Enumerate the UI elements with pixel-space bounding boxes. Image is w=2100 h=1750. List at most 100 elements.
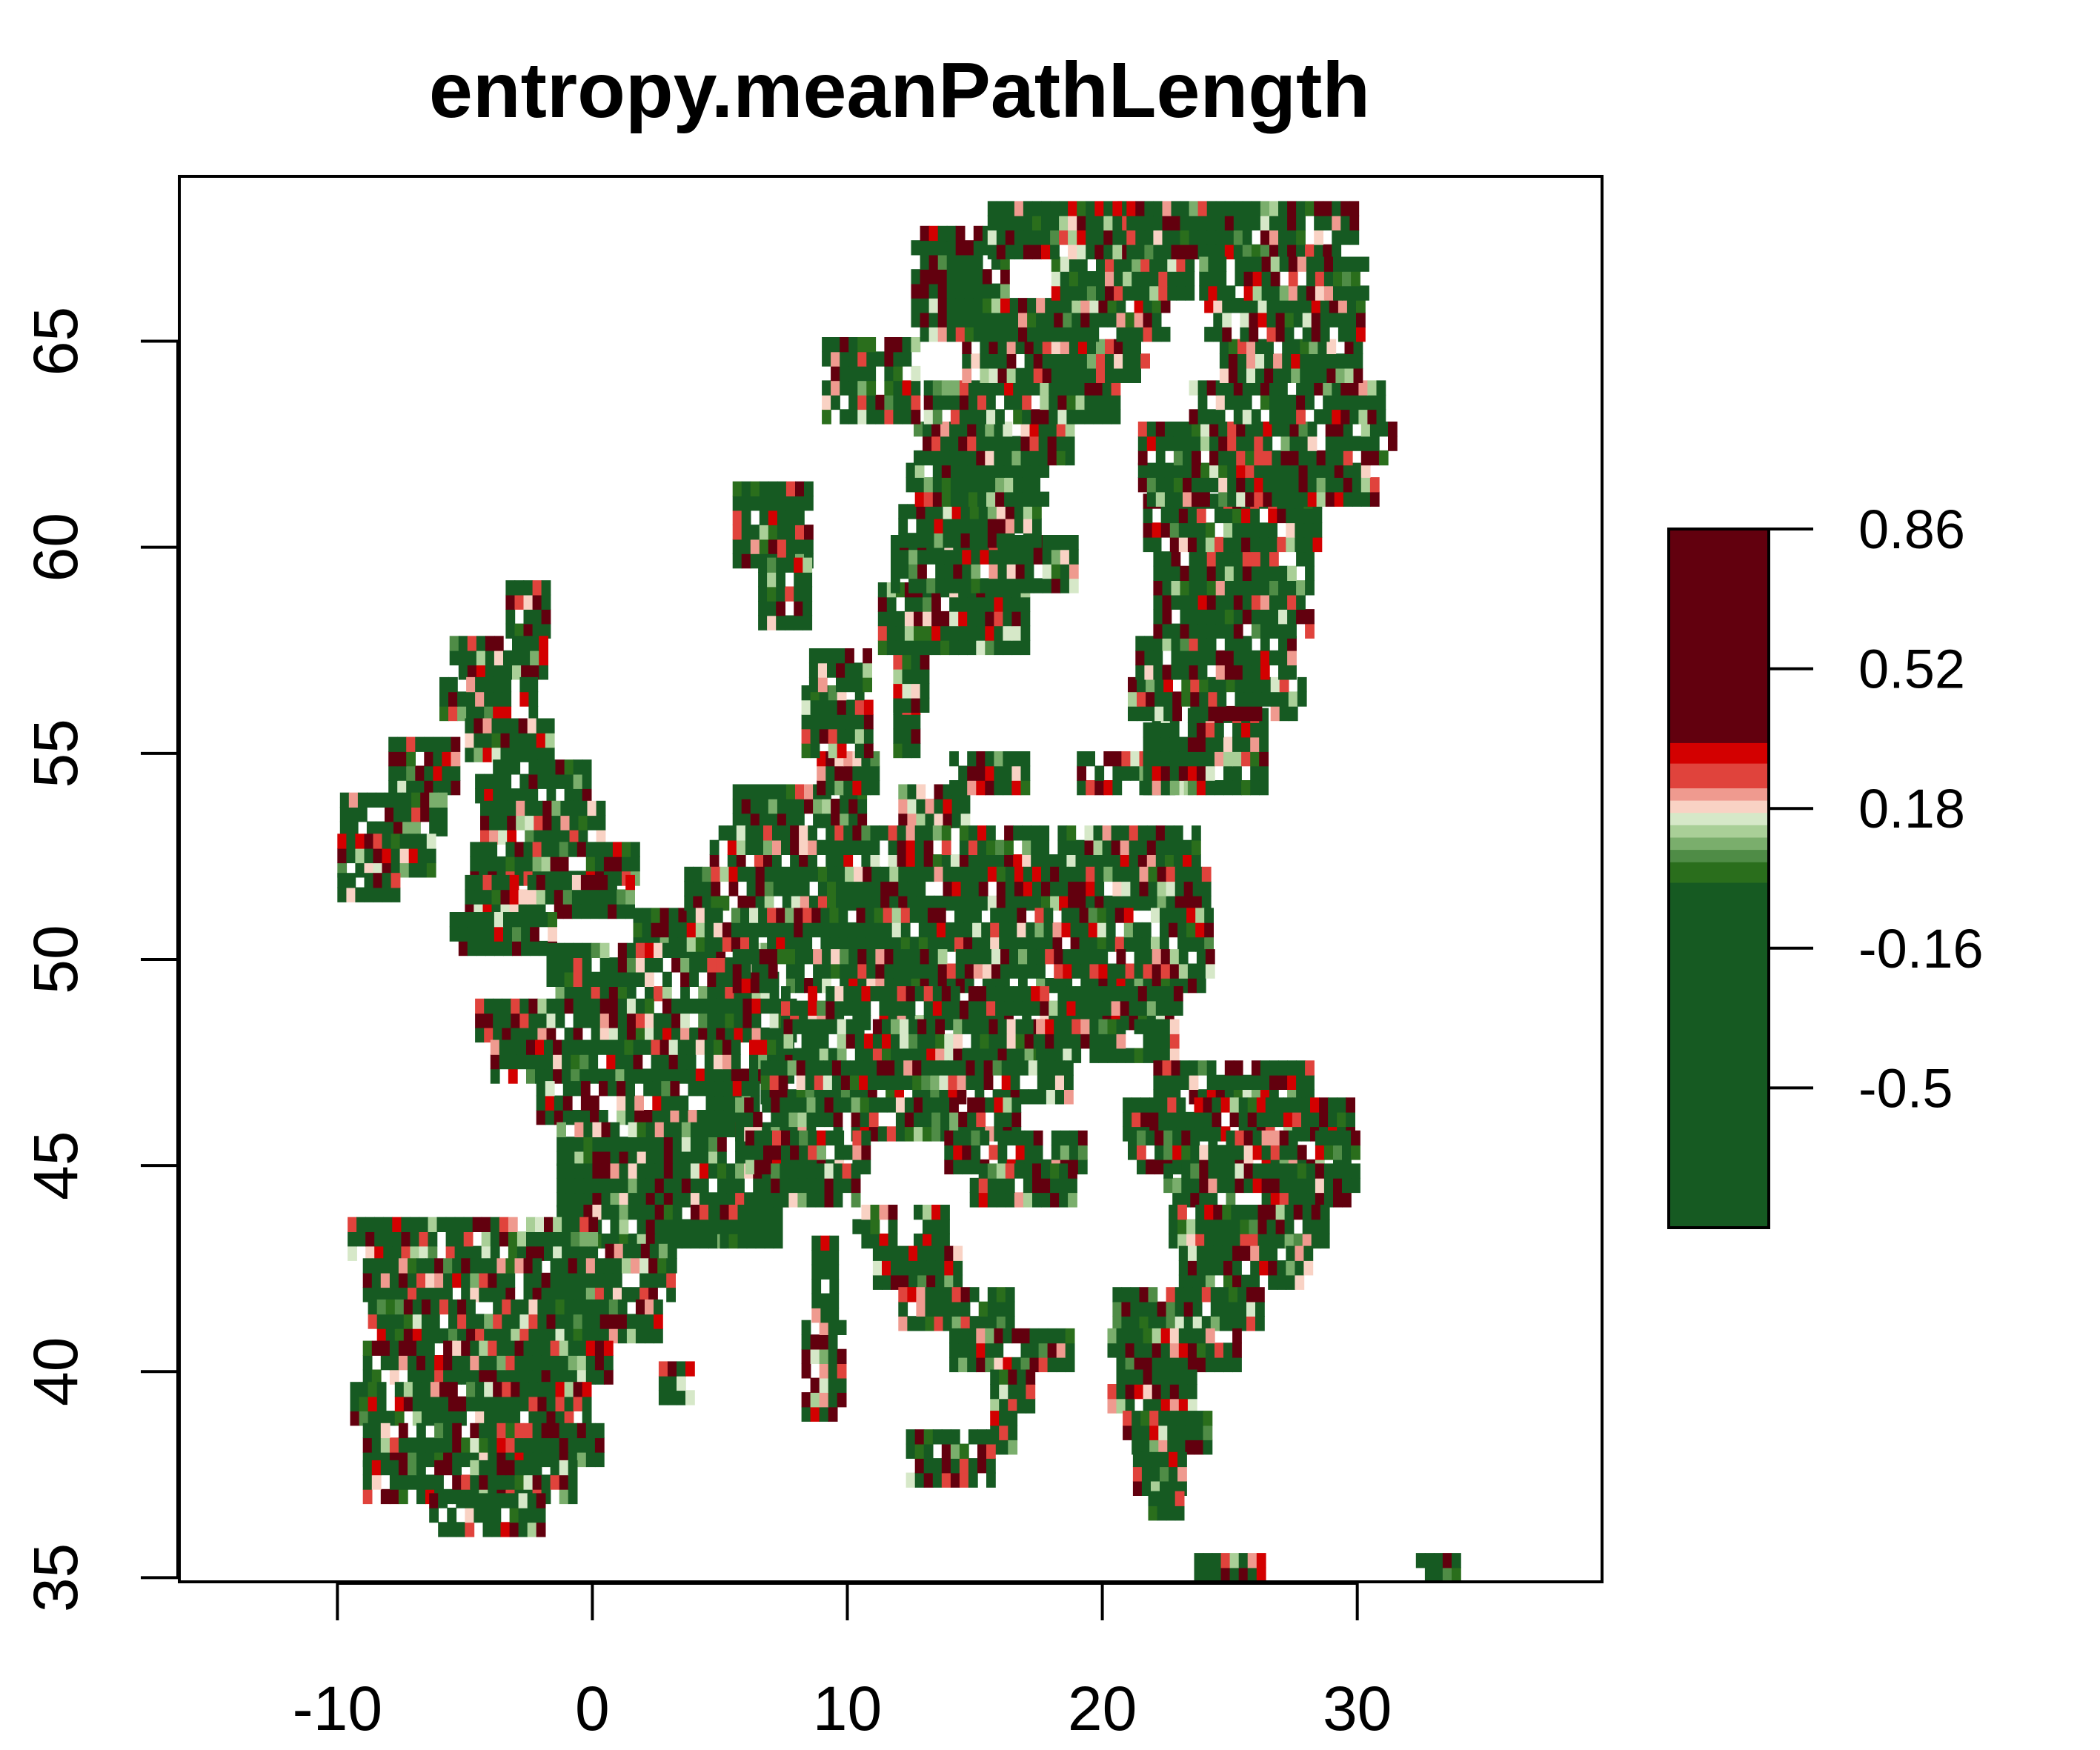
heatmap-cell	[968, 380, 978, 396]
heatmap-cell	[742, 998, 753, 1014]
heatmap-cell	[564, 1396, 574, 1411]
heatmap-cell	[493, 1382, 502, 1397]
heatmap-cell	[355, 834, 365, 849]
heatmap-cell	[1051, 367, 1061, 383]
heatmap-cell	[1259, 722, 1269, 738]
heatmap-cell	[900, 563, 909, 579]
heatmap-cell	[1139, 1287, 1149, 1302]
heatmap-cell	[916, 533, 926, 548]
heatmap-cell	[1152, 1369, 1162, 1385]
heatmap-cell	[500, 874, 511, 891]
heatmap-cell	[1065, 1328, 1075, 1344]
heatmap-cell	[1125, 963, 1135, 979]
heatmap-cell	[1185, 256, 1195, 272]
heatmap-cell	[1206, 636, 1217, 651]
heatmap-cell	[1114, 936, 1125, 952]
heatmap-cell	[1171, 1060, 1181, 1076]
heatmap-cell	[1032, 881, 1042, 896]
heatmap-cell	[1077, 367, 1088, 383]
heatmap-cell	[398, 1258, 408, 1274]
heatmap-cell	[908, 1034, 918, 1049]
heatmap-cell	[943, 866, 953, 882]
heatmap-cell	[741, 978, 751, 994]
heatmap-cell	[337, 873, 348, 888]
heatmap-cell	[1049, 1000, 1059, 1016]
heatmap-cell	[1135, 215, 1146, 231]
heatmap-cell	[1209, 436, 1219, 451]
heatmap-cell	[499, 1217, 509, 1232]
heatmap-cell	[1128, 676, 1137, 693]
heatmap-cell	[397, 765, 407, 781]
heatmap-cell	[1196, 536, 1206, 553]
heatmap-cell	[1167, 1440, 1177, 1455]
heatmap-cell	[643, 1110, 653, 1125]
heatmap-cell	[1261, 1177, 1272, 1194]
heatmap-cell	[1111, 380, 1121, 396]
heatmap-cell	[439, 705, 449, 722]
heatmap-cell	[576, 1287, 587, 1302]
heatmap-cell	[1272, 477, 1282, 493]
heatmap-cell	[1263, 450, 1273, 466]
heatmap-cell	[815, 1111, 825, 1128]
heatmap-cell	[949, 610, 959, 627]
heatmap-cell	[385, 792, 394, 808]
heatmap-cell	[713, 936, 723, 952]
heatmap-cell	[1050, 1177, 1060, 1194]
heatmap-cell	[594, 1451, 605, 1468]
heatmap-cell	[448, 1411, 458, 1426]
heatmap-cell	[519, 1382, 530, 1397]
heatmap-cell	[672, 1205, 682, 1220]
heatmap-cell	[916, 813, 926, 828]
heatmap-cell	[536, 733, 546, 748]
heatmap-cell	[834, 986, 845, 1002]
heatmap-cell	[977, 477, 987, 493]
heatmap-cell	[415, 765, 425, 781]
heatmap-cell	[778, 1074, 788, 1090]
heatmap-cell	[900, 922, 911, 938]
heatmap-cell	[1105, 271, 1114, 287]
heatmap-cell	[1146, 691, 1155, 707]
heatmap-cell	[541, 594, 551, 610]
heatmap-cell	[505, 1423, 516, 1439]
heatmap-cell	[1111, 409, 1121, 425]
heatmap-cell	[1315, 1163, 1325, 1179]
heatmap-cell	[1189, 1060, 1199, 1076]
heatmap-cell	[1011, 780, 1022, 796]
heatmap-cell	[817, 1000, 826, 1016]
heatmap-cell	[962, 563, 972, 579]
heatmap-cell	[908, 1019, 918, 1034]
heatmap-cell	[546, 1013, 556, 1028]
heatmap-cell	[663, 1192, 674, 1208]
heatmap-cell	[1033, 339, 1043, 354]
heatmap-cell	[628, 1205, 638, 1220]
heatmap-cell	[645, 998, 654, 1014]
heatmap-cell	[1114, 339, 1123, 354]
heatmap-cell	[977, 1443, 987, 1459]
heatmap-cell	[1013, 854, 1023, 870]
heatmap-cell	[810, 1392, 820, 1408]
heatmap-cell	[1305, 1060, 1315, 1076]
heatmap-cell	[1042, 578, 1052, 593]
heatmap-cell	[917, 1034, 927, 1049]
heatmap-cell	[528, 1027, 539, 1043]
heatmap-cell	[978, 895, 988, 911]
heatmap-cell	[891, 1274, 900, 1290]
heatmap-cell	[923, 1126, 932, 1142]
heatmap-cell	[1287, 623, 1297, 639]
heatmap-cell	[434, 1355, 444, 1371]
heatmap-cell	[877, 625, 888, 641]
heatmap-cell	[562, 1231, 571, 1247]
heatmap-cell	[948, 1074, 958, 1090]
heatmap-cell	[900, 1034, 909, 1049]
heatmap-cell	[1134, 1343, 1144, 1358]
heatmap-cell	[511, 1328, 521, 1344]
heatmap-cell	[1125, 1343, 1135, 1358]
heatmap-cell	[1009, 327, 1019, 342]
heatmap-cell	[868, 1097, 879, 1113]
heatmap-cell	[986, 409, 996, 425]
heatmap-cell	[562, 1095, 573, 1111]
heatmap-cell	[628, 1151, 638, 1166]
heatmap-cell	[951, 881, 962, 896]
heatmap-cell	[1042, 563, 1052, 579]
heatmap-cell	[671, 1027, 681, 1043]
